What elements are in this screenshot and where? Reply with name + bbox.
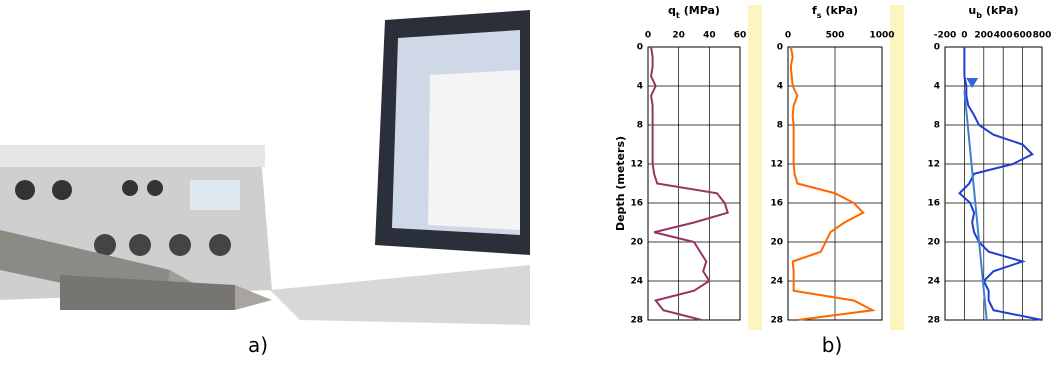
- y-tick-label: 12: [927, 160, 940, 170]
- y-tick-label: 16: [927, 199, 940, 209]
- water-table-marker: [966, 78, 979, 89]
- device-top: [0, 145, 265, 167]
- screen-plot: [428, 70, 520, 230]
- x-tick-label: 400: [994, 31, 1013, 41]
- y-tick-label: 28: [630, 316, 643, 326]
- separator: [890, 5, 904, 330]
- y-tick-label: 20: [630, 238, 643, 248]
- chart-title: ub (kPa): [968, 4, 1018, 20]
- connector: [52, 180, 72, 200]
- title-unit: (kPa): [986, 4, 1019, 17]
- y-tick-label: 0: [777, 43, 783, 53]
- y-tick-label: 12: [770, 160, 783, 170]
- y-axis-label: Depth (meters): [614, 136, 627, 231]
- title-sub: b: [976, 11, 982, 20]
- y-tick-label: 16: [630, 199, 643, 209]
- chart-title: qt (MPa): [668, 4, 720, 20]
- y-tick-label: 4: [637, 82, 643, 92]
- y-tick-label: 20: [927, 238, 940, 248]
- title-main: u: [968, 4, 976, 17]
- y-tick-label: 24: [927, 277, 940, 287]
- y-tick-label: 24: [770, 277, 783, 287]
- x-tick-label: 200: [974, 31, 993, 41]
- connector: [129, 234, 151, 256]
- y-tick-label: 28: [927, 316, 940, 326]
- x-tick-label: 0: [961, 31, 967, 41]
- x-tick-label: 500: [826, 31, 845, 41]
- y-tick-label: 4: [777, 82, 783, 92]
- y-tick-label: 20: [770, 238, 783, 248]
- x-tick-label: 600: [1013, 31, 1032, 41]
- y-tick-label: 4: [934, 82, 940, 92]
- connector: [15, 180, 35, 200]
- connector: [122, 180, 138, 196]
- laptop-base: [270, 265, 530, 325]
- data-line: [963, 90, 988, 321]
- connector: [147, 180, 163, 196]
- data-line: [789, 46, 876, 321]
- panel-label: b): [822, 333, 843, 357]
- x-tick-label: 60: [734, 31, 747, 41]
- title-main: q: [668, 4, 676, 17]
- y-tick-label: 16: [770, 199, 783, 209]
- y-tick-label: 24: [630, 277, 643, 287]
- title-sub: s: [817, 11, 822, 20]
- title-main: f: [812, 4, 817, 17]
- chart-title: fs (kPa): [812, 4, 858, 20]
- y-tick-label: 8: [777, 121, 783, 131]
- x-tick-label: 20: [672, 31, 685, 41]
- data-line: [958, 47, 1043, 321]
- title-unit: (kPa): [826, 4, 859, 17]
- x-tick-label: 0: [645, 31, 651, 41]
- y-tick-label: 28: [770, 316, 783, 326]
- separator: [748, 5, 762, 330]
- connector: [209, 234, 231, 256]
- y-tick-label: 0: [934, 43, 940, 53]
- photo: [0, 10, 530, 325]
- connector: [169, 234, 191, 256]
- y-tick-label: 0: [637, 43, 643, 53]
- x-tick-label: 40: [703, 31, 716, 41]
- connector: [94, 234, 116, 256]
- plot-area: [944, 46, 1043, 321]
- title-unit: (MPa): [684, 4, 720, 17]
- probe-tip: [235, 285, 272, 310]
- data-line: [650, 46, 729, 321]
- y-tick-label: 8: [934, 121, 940, 131]
- panel-label: a): [248, 333, 268, 357]
- probe: [60, 275, 235, 310]
- x-tick-label: 1000: [869, 31, 894, 41]
- logo: [190, 180, 240, 210]
- x-tick-label: -200: [934, 31, 957, 41]
- y-tick-label: 12: [630, 160, 643, 170]
- x-tick-label: 800: [1033, 31, 1052, 41]
- title-sub: t: [676, 11, 680, 20]
- y-tick-label: 8: [637, 121, 643, 131]
- x-tick-label: 0: [785, 31, 791, 41]
